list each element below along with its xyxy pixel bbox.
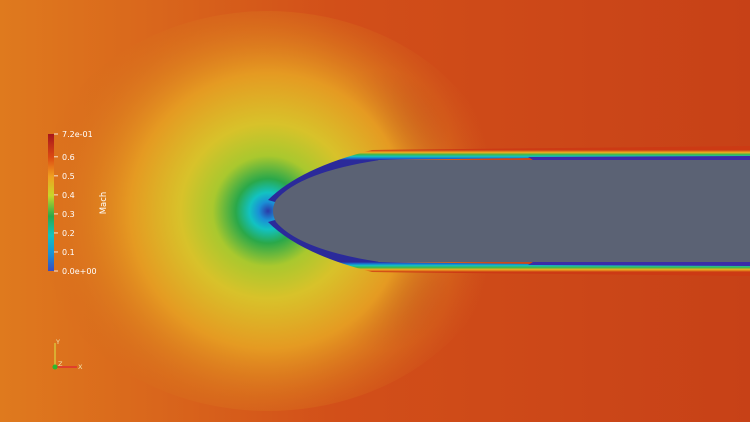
projectile-body <box>273 160 750 262</box>
stagnation-region <box>28 11 508 411</box>
